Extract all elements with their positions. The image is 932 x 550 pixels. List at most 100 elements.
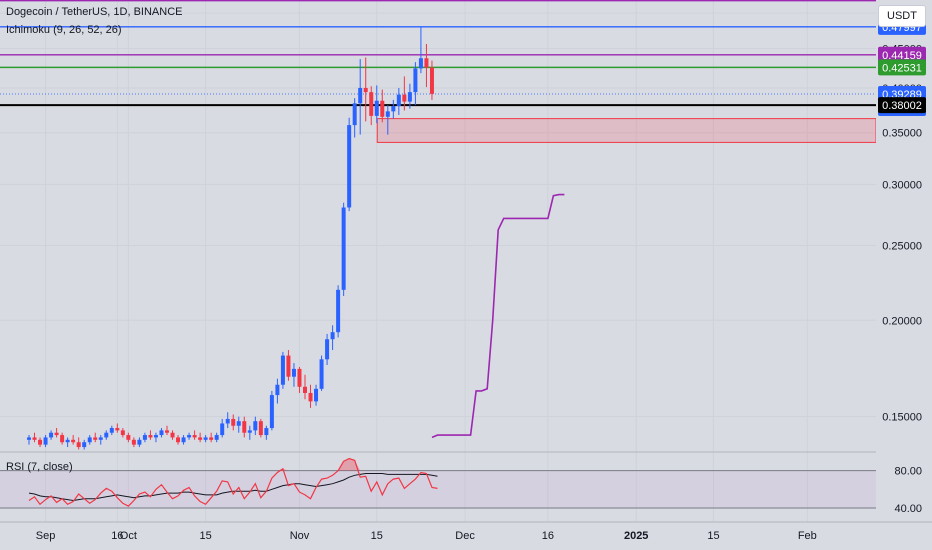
candle-body — [65, 439, 70, 443]
rsi-signal-line — [28, 473, 438, 502]
candle-body — [242, 421, 247, 433]
candle-body — [82, 442, 87, 448]
candle-body — [236, 421, 241, 426]
ichimoku-legend[interactable]: Ichimoku (9, 26, 52, 26) — [6, 24, 122, 36]
candle-body — [27, 437, 31, 440]
candle-body — [352, 103, 357, 126]
candle-body — [220, 423, 225, 436]
time-tick-label: 16 — [542, 530, 554, 542]
candle-body — [391, 106, 396, 112]
candle-body — [203, 437, 208, 440]
candle-body — [32, 437, 37, 440]
candle-body — [347, 125, 352, 208]
candle-body — [198, 437, 203, 440]
rsi-line — [28, 457, 438, 507]
demand-zone[interactable] — [376, 118, 877, 143]
candle-body — [374, 100, 379, 116]
candle-body — [142, 435, 147, 440]
price-tick-label: 0.20000 — [882, 315, 922, 327]
candle-body — [181, 437, 186, 443]
price-badge — [878, 59, 926, 76]
candle-body — [303, 386, 307, 393]
candle-body — [131, 439, 136, 445]
rsi-axis[interactable]: 80.00 40.00 — [894, 466, 922, 515]
candle-body — [308, 392, 313, 402]
candle-body — [407, 92, 412, 102]
candle-body — [104, 432, 109, 438]
candle-body — [214, 435, 219, 440]
time-axis-background — [0, 522, 932, 550]
candle-body — [341, 207, 346, 290]
rsi-band-fill — [0, 470, 876, 508]
price-badge-label: 0.42531 — [882, 62, 922, 74]
price-badge-label: 0.38002 — [882, 100, 922, 112]
candle-body — [275, 384, 280, 396]
candle-body — [71, 439, 76, 443]
time-tick-label: 16 — [111, 530, 123, 542]
candle-body — [170, 432, 175, 438]
time-tick-label: Nov — [290, 530, 310, 542]
candle-body — [87, 437, 92, 443]
time-tick-label: 2025 — [624, 530, 648, 542]
price-badge-label: 0.47997 — [882, 22, 922, 34]
candle-body — [109, 428, 114, 433]
price-tick-label: 0.15000 — [882, 412, 922, 424]
rsi-tick-label: 80.00 — [894, 466, 922, 478]
candle-body — [115, 428, 120, 431]
candle-body — [319, 359, 324, 389]
time-tick-label: 15 — [707, 530, 719, 542]
candle-body — [380, 100, 385, 117]
price-axis-background — [876, 0, 932, 522]
chart-title: Dogecoin / TetherUS, 1D, BINANCE — [6, 6, 183, 18]
price-axis[interactable]: 0.500000.450000.400000.350000.300000.250… — [876, 0, 932, 522]
candle-body — [159, 430, 164, 436]
candle-body — [286, 355, 291, 377]
rsi-legend[interactable]: RSI (7, close) — [6, 461, 73, 473]
candle-body — [418, 58, 423, 69]
rsi-pane — [0, 457, 876, 509]
currency-button[interactable]: USDT — [878, 5, 926, 27]
candle-body — [363, 87, 368, 93]
candle-body — [336, 289, 341, 333]
candles — [27, 26, 434, 450]
candle-body — [253, 421, 258, 431]
candle-body — [314, 388, 319, 402]
ichimoku-series — [431, 193, 565, 439]
price-badge — [878, 46, 926, 63]
time-tick-label: Oct — [120, 530, 137, 542]
candle-body — [429, 67, 434, 94]
time-tick-label: Sep — [36, 530, 56, 542]
ichimoku-line — [431, 193, 565, 439]
price-badge-label: 0.44159 — [882, 50, 922, 62]
price-levels[interactable] — [0, 0, 877, 143]
price-tick-label: 0.35000 — [882, 128, 922, 140]
candle-body — [192, 435, 197, 438]
candle-body — [280, 355, 285, 385]
candle-body — [148, 435, 153, 438]
time-tick-label: Dec — [455, 530, 475, 542]
candle-body — [258, 421, 263, 436]
candle-body — [209, 437, 214, 440]
candle-body — [43, 437, 48, 445]
candle-body — [358, 87, 363, 104]
candle-body — [369, 92, 374, 116]
candle-body — [60, 435, 65, 443]
candle-body — [165, 430, 169, 433]
price-badge — [878, 97, 926, 114]
candle-body — [231, 418, 236, 426]
grid — [0, 0, 876, 522]
candle-body — [402, 94, 407, 102]
candle-body — [291, 368, 296, 377]
time-tick-label: Feb — [798, 530, 817, 542]
candle-body — [120, 430, 125, 436]
price-tick-label: 0.30000 — [882, 179, 922, 191]
candle-body — [176, 437, 181, 443]
candle-body — [49, 432, 54, 438]
candle-body — [126, 435, 131, 440]
candle-body — [424, 58, 429, 68]
time-tick-label: 15 — [371, 530, 383, 542]
time-tick-label: 15 — [200, 530, 212, 542]
